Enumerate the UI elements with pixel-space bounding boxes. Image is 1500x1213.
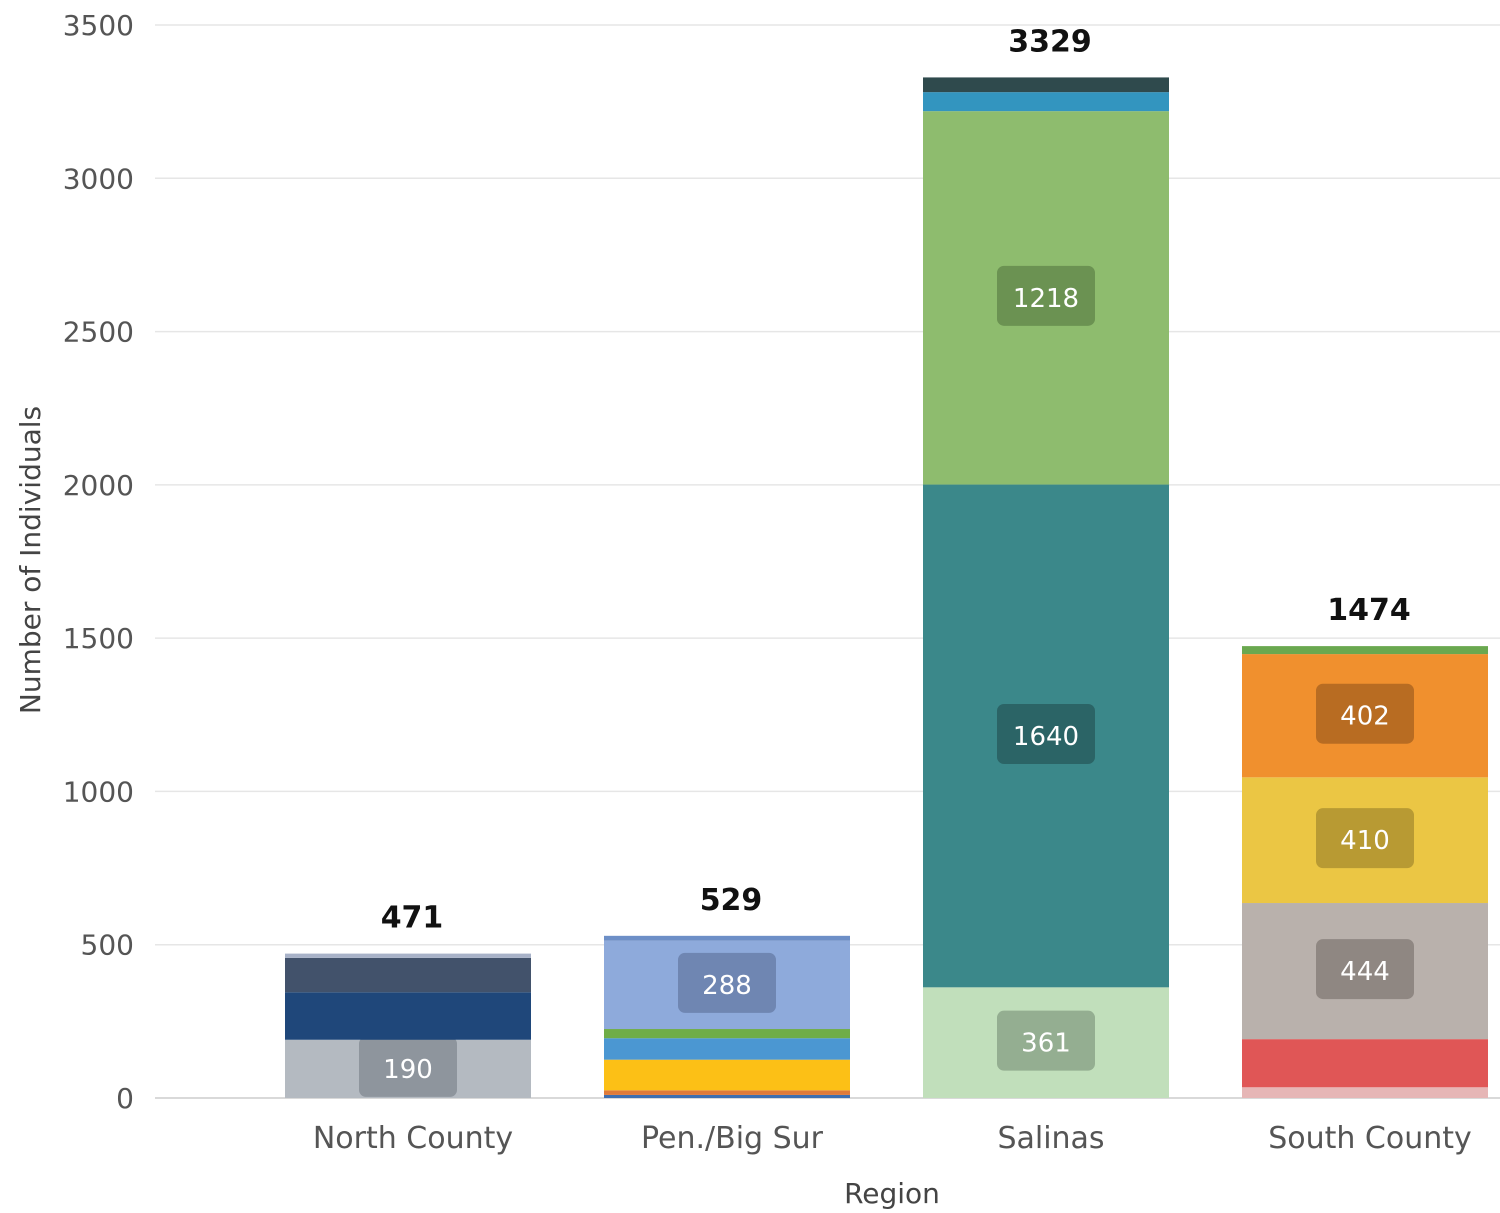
y-tick-label: 3000 bbox=[63, 162, 134, 195]
x-tick-label: North County bbox=[313, 1121, 513, 1156]
y-tick-label: 0 bbox=[116, 1082, 134, 1115]
y-tick-label: 1500 bbox=[63, 622, 134, 655]
x-tick-label: South County bbox=[1268, 1121, 1472, 1156]
data-label: 402 bbox=[1340, 702, 1390, 732]
data-label: 410 bbox=[1340, 826, 1390, 856]
bar-total-label: 3329 bbox=[1008, 24, 1092, 59]
bar-segment bbox=[923, 77, 1169, 92]
data-label: 361 bbox=[1021, 1029, 1071, 1059]
data-label: 444 bbox=[1340, 957, 1390, 987]
bar-segment bbox=[285, 954, 531, 958]
bar-total-label: 529 bbox=[700, 883, 763, 918]
x-axis-title: Region bbox=[844, 1177, 940, 1210]
x-tick-label: Pen./Big Sur bbox=[641, 1121, 824, 1156]
bar-stack: 190 471 bbox=[285, 901, 531, 1098]
bar-segment bbox=[285, 958, 531, 992]
bar-total-label: 1474 bbox=[1327, 593, 1411, 628]
bar-segment bbox=[1242, 646, 1488, 654]
bar-segment bbox=[604, 1095, 850, 1098]
bar-segment bbox=[285, 992, 531, 1040]
bar-stack: 361 1640 1218 3329 bbox=[923, 24, 1169, 1098]
bar-segment bbox=[923, 92, 1169, 111]
bar-segment bbox=[1242, 1039, 1488, 1087]
y-tick-label: 1000 bbox=[63, 775, 134, 808]
data-label: 288 bbox=[702, 971, 752, 1001]
bar-segment bbox=[1242, 1087, 1488, 1098]
data-label: 1218 bbox=[1013, 284, 1079, 314]
bar-segment bbox=[604, 1038, 850, 1059]
y-tick-label: 2500 bbox=[63, 316, 134, 349]
data-label: 190 bbox=[383, 1055, 433, 1085]
y-axis-title: Number of Individuals bbox=[14, 406, 47, 714]
x-tick-label: Salinas bbox=[997, 1121, 1104, 1156]
x-axis-labels: North County Pen./Big Sur Salinas South Cou… bbox=[313, 1121, 1472, 1156]
bar-segment bbox=[604, 1090, 850, 1095]
bar-total-label: 471 bbox=[381, 901, 444, 936]
y-tick-label: 500 bbox=[81, 929, 134, 962]
bar-segment bbox=[604, 1029, 850, 1038]
bar-stack: 444 410 402 1474 bbox=[1242, 593, 1488, 1098]
y-axis-ticks: 0 500 1000 1500 2000 2500 3000 3500 bbox=[63, 9, 134, 1115]
data-label: 1640 bbox=[1013, 722, 1079, 752]
y-tick-label: 3500 bbox=[63, 9, 134, 42]
y-tick-label: 2000 bbox=[63, 469, 134, 502]
bars: 190 471 288 529 361 1640 1218 3329 444 410 402 1474 bbox=[285, 24, 1488, 1098]
bar-segment bbox=[604, 1060, 850, 1091]
bar-stack: 288 529 bbox=[604, 883, 850, 1098]
bar-segment bbox=[604, 936, 850, 941]
